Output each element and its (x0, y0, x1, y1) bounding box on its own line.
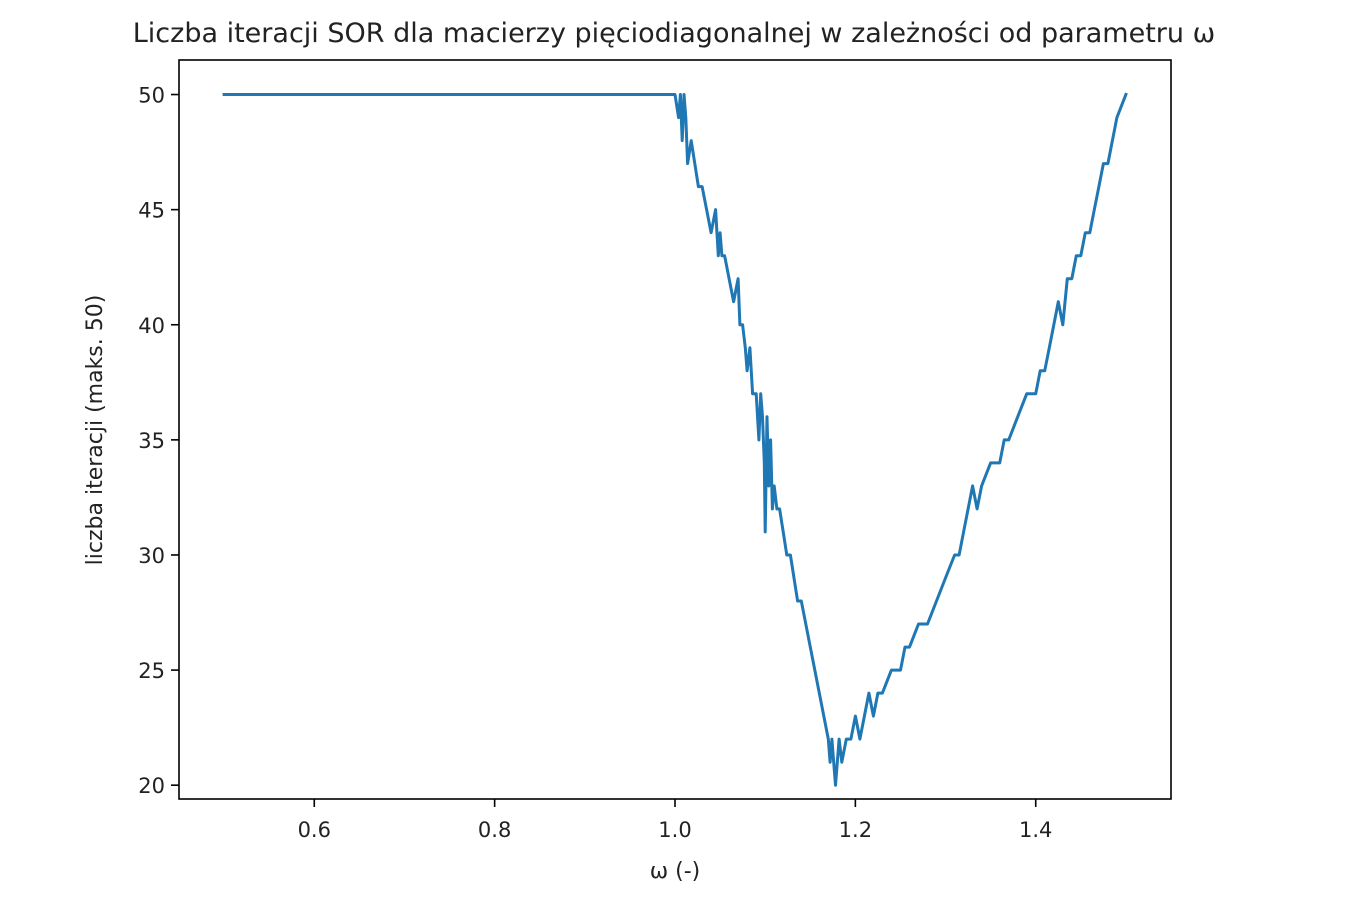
y-tick-label: 50 (138, 84, 165, 108)
x-axis-label: ω (-) (650, 859, 701, 884)
plot-area (178, 59, 1172, 800)
chart-title: Liczba iteracji SOR dla macierzy pięciod… (133, 18, 1215, 49)
y-tick-label: 20 (138, 774, 165, 798)
y-axis-ticks: 20 25 30 35 40 45 50 (138, 84, 179, 798)
series-line-0 (222, 92, 1128, 787)
y-tick-label: 45 (138, 199, 165, 223)
x-tick-label: 1.4 (1019, 818, 1052, 842)
x-axis-ticks: 0.6 0.8 1.0 1.2 1.4 (298, 799, 1052, 842)
x-tick-label: 1.2 (839, 818, 872, 842)
x-tick-label: 1.0 (658, 818, 691, 842)
x-tick-label: 0.8 (478, 818, 511, 842)
y-tick-label: 25 (138, 659, 165, 683)
plot-frame (178, 59, 1172, 800)
y-tick-label: 30 (138, 544, 165, 568)
y-tick-label: 40 (138, 314, 165, 338)
x-tick-label: 0.6 (298, 818, 331, 842)
y-tick-label: 35 (138, 429, 165, 453)
y-axis-label: liczba iteracji (maks. 50) (83, 295, 108, 566)
